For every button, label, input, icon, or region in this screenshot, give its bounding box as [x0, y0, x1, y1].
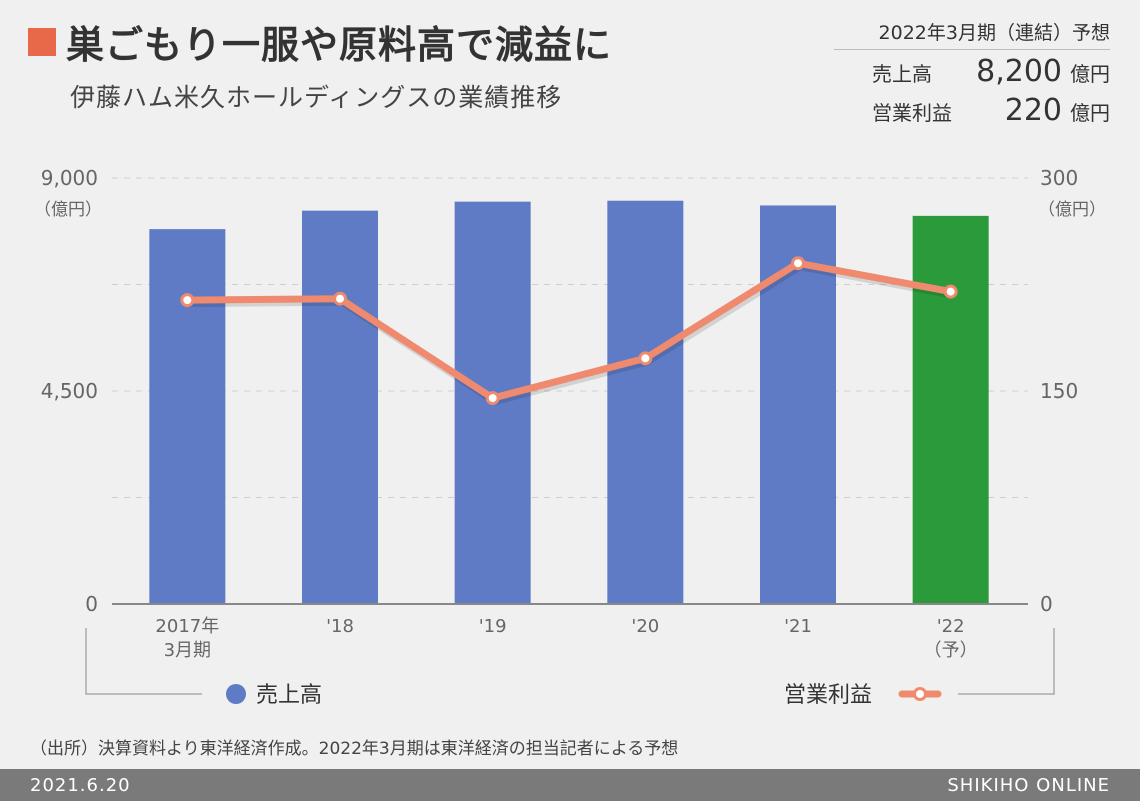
forecast-profit-unit: 億円: [1070, 101, 1110, 125]
forecast-sales-unit: 億円: [1070, 62, 1110, 86]
forecast-profit-label: 営業利益: [872, 101, 952, 125]
x-axis-tick-label: '21: [784, 616, 812, 637]
bar-sales: [912, 215, 989, 604]
right-axis-tick-label: 300: [1040, 166, 1078, 190]
forecast-sales-value: 8,200: [976, 54, 1062, 89]
line-profit-point: [791, 256, 805, 271]
title-block: 巣ごもり一服や原料高で減益に: [28, 14, 612, 69]
bar-sales: [760, 205, 836, 604]
left-axis-tick-label: 9,000: [41, 166, 98, 190]
right-axis-tick-label: 0: [1040, 592, 1053, 616]
right-axis-tick-label: 150: [1040, 379, 1078, 403]
forecast-row-sales: 売上高 8,200 億円: [834, 54, 1110, 89]
left-axis-tick-label: 0: [85, 592, 98, 616]
chart-title: 巣ごもり一服や原料高で減益に: [66, 23, 613, 67]
footer-date: 2021.6.20: [30, 775, 131, 796]
footer-brand: SHIKIHO ONLINE: [947, 775, 1110, 796]
bar-sales: [149, 229, 226, 604]
legend-profit-swatch-point: [913, 687, 927, 701]
legend-sales-label: 売上高: [256, 683, 322, 708]
line-profit-point: [943, 284, 958, 299]
legend-bracket-left: [85, 628, 202, 695]
legend-bracket-right: [958, 628, 1055, 695]
footer-bar: 2021.6.20 SHIKIHO ONLINE: [0, 769, 1140, 801]
bar-sales: [302, 210, 378, 604]
chart-svg: 9,000 4,500 0 （億円） 300 150 0 （億円） 2017年 3月期 '18 '19…: [34, 166, 1106, 708]
line-profit-point: [180, 293, 195, 308]
line-profit-point: [333, 291, 347, 306]
legend-sales-swatch: [226, 684, 246, 704]
forecast-box: 2022年3月期（連結）予想 売上高 8,200 億円 営業利益 220 億円: [834, 18, 1110, 128]
x-axis-tick-label: 2017年: [155, 616, 219, 637]
line-profit-point: [485, 391, 500, 406]
x-axis-tick-label: '20: [631, 616, 659, 637]
x-axis-tick-label: '18: [326, 616, 354, 637]
title-marker: [28, 27, 56, 56]
right-axis-unit: （億円）: [1038, 200, 1106, 220]
left-axis-unit: （億円）: [34, 200, 102, 220]
line-profit: [183, 259, 955, 402]
forecast-heading: 2022年3月期（連結）予想: [834, 18, 1110, 50]
x-axis-tick-label: '22: [937, 616, 965, 637]
bar-sales: [607, 200, 684, 604]
source-note: （出所）決算資料より東洋経済作成。2022年3月期は東洋経済の担当記者による予想: [30, 739, 679, 759]
x-axis-tick-label: '19: [479, 616, 507, 637]
x-axis-tick-label: （予）: [924, 640, 978, 661]
forecast-sales-label: 売上高: [872, 62, 932, 86]
forecast-profit-value: 220: [1004, 93, 1062, 128]
legend-profit-label: 営業利益: [784, 683, 872, 708]
line-profit-point: [638, 351, 653, 366]
chart-subtitle: 伊藤ハム米久ホールディングスの業績推移: [70, 83, 563, 112]
left-axis-tick-label: 4,500: [41, 379, 98, 403]
x-axis-tick-label: 3月期: [164, 640, 211, 661]
forecast-row-profit: 営業利益 220 億円: [834, 93, 1110, 128]
